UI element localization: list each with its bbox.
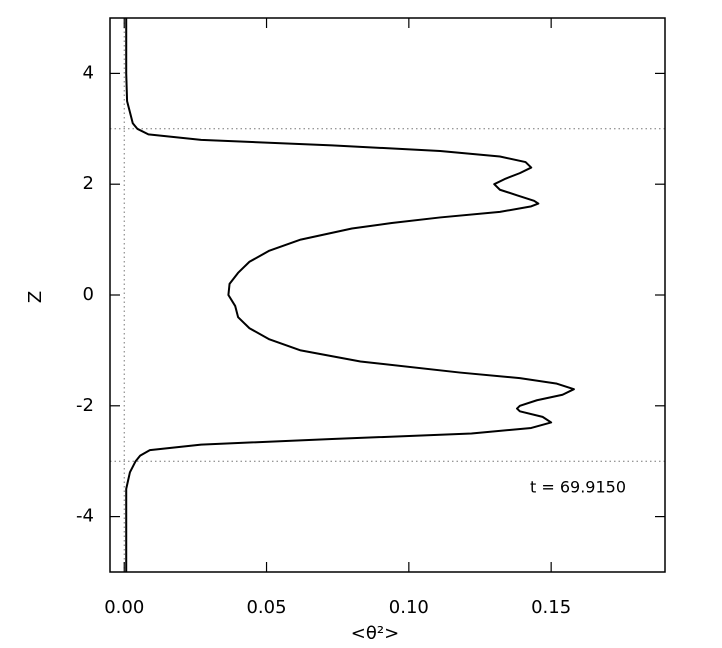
x-tick-label: 0.15 — [531, 597, 571, 618]
x-tick-label: 0.00 — [104, 597, 144, 618]
y-tick-label: 2 — [83, 173, 94, 194]
profile-line — [125, 18, 575, 572]
x-tick-label: 0.05 — [246, 597, 286, 618]
y-tick-label: -2 — [76, 395, 94, 416]
plot-frame — [109, 17, 666, 573]
y-tick-label: 0 — [83, 284, 94, 305]
y-tick-label: -4 — [76, 506, 94, 527]
y-axis-label: Z — [25, 291, 46, 303]
x-tick-label: 0.10 — [389, 597, 429, 618]
x-axis-label: <θ²> — [351, 623, 399, 644]
annotation: t = 69.9150 — [530, 478, 626, 497]
y-tick-label: 4 — [83, 62, 94, 83]
